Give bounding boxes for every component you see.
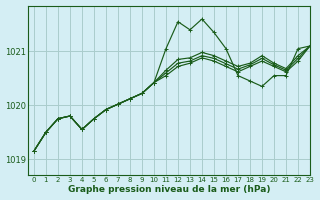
- X-axis label: Graphe pression niveau de la mer (hPa): Graphe pression niveau de la mer (hPa): [68, 185, 270, 194]
